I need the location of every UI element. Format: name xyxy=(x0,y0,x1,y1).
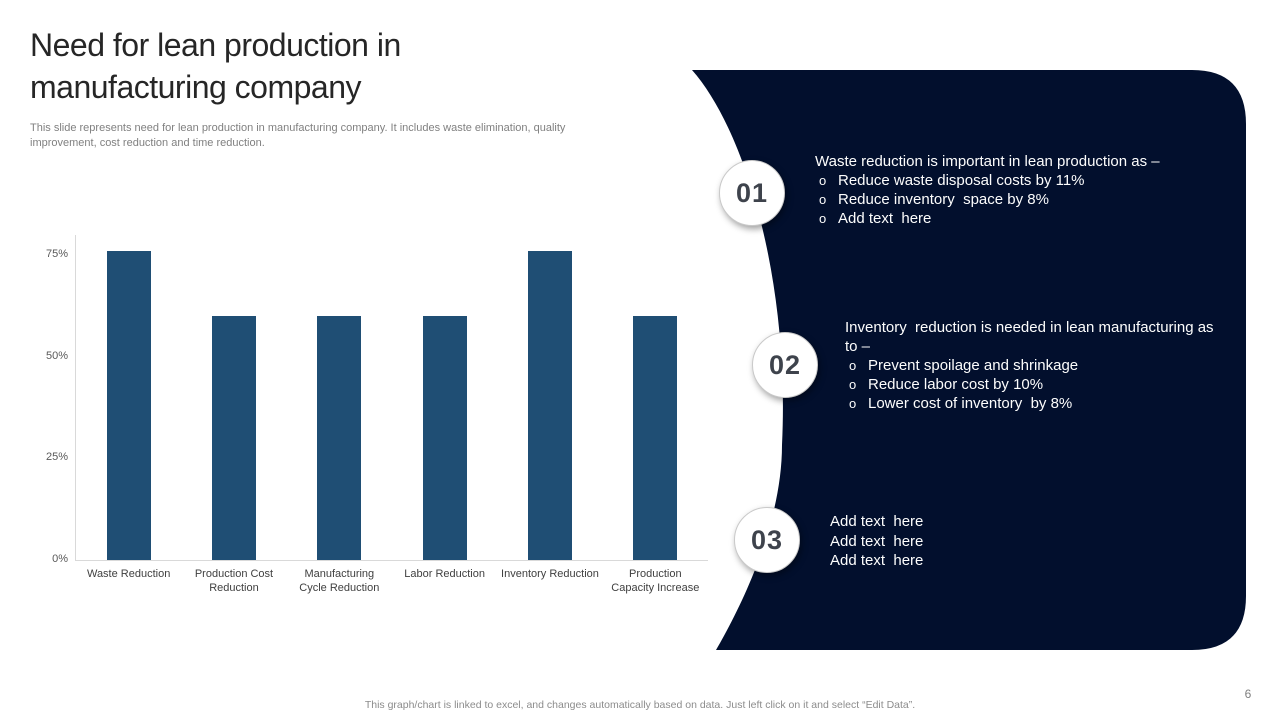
point-02-text: Inventory reduction is needed in lean ma… xyxy=(845,318,1223,413)
point-02-bullets: o Prevent spoilage and shrinkage o Reduce l… xyxy=(845,356,1223,413)
bullet-circle-marker: o xyxy=(819,192,827,207)
page-title: Need for lean production in manufacturin… xyxy=(30,27,401,105)
bullet-item: o Reduce inventory space by 8% xyxy=(815,190,1215,209)
point-03-bullets: Add text here Add text here Add text here xyxy=(830,512,1190,571)
chart-bars xyxy=(76,235,708,560)
point-03-number-badge: 03 xyxy=(734,507,800,573)
bullet-circle-marker: o xyxy=(819,211,827,226)
category-slot: Production Capacity Increase xyxy=(603,567,708,595)
category-label: Inventory Reduction xyxy=(501,568,599,580)
page-number: 6 xyxy=(1244,687,1252,701)
bullet-text: Reduce inventory space by 8% xyxy=(838,191,1049,208)
bullet-item: o Reduce labor cost by 10% xyxy=(845,375,1223,394)
category-slot: Production Cost Reduction xyxy=(181,567,286,595)
bullet-item: o Prevent spoilage and shrinkage xyxy=(845,356,1223,375)
bullet-text: Add text here xyxy=(830,513,924,530)
bullet-text: Add text here xyxy=(838,210,932,227)
bar-production-cost-reduction xyxy=(211,316,256,560)
bullet-item: o Reduce waste disposal costs by 11% xyxy=(815,171,1215,190)
bar-labor-reduction xyxy=(422,316,467,560)
slide-subtitle: This slide represents need for lean prod… xyxy=(30,122,566,149)
bullet-item: o Lower cost of inventory by 8% xyxy=(845,394,1223,413)
bullet-item: Add text here xyxy=(830,512,1190,532)
bar-slot xyxy=(181,235,286,560)
bullet-circle-marker: o xyxy=(849,396,857,411)
category-label: Production Capacity Increase xyxy=(611,568,700,594)
y-tick-25%: 25% xyxy=(45,451,68,464)
bullet-text: Prevent spoilage and shrinkage xyxy=(868,357,1079,374)
point-01-heading: Waste reduction is important in lean pro… xyxy=(815,153,1160,170)
x-axis-category-labels: Waste Reduction Production Cost Reduction… xyxy=(76,567,708,595)
y-tick-50%: 50% xyxy=(45,349,68,362)
bullet-item: o Add text here xyxy=(815,209,1215,228)
bar-slot xyxy=(497,235,602,560)
bullet-item: Add text here xyxy=(830,551,1190,571)
bullet-text: Reduce waste disposal costs by 11% xyxy=(838,172,1085,189)
bar-slot xyxy=(603,235,708,560)
bar-inventory-reduction xyxy=(527,251,572,560)
bullet-circle-marker: o xyxy=(849,358,857,373)
footer-note: This graph/chart is linked to excel, and… xyxy=(364,699,916,711)
category-slot: Waste Reduction xyxy=(76,567,181,595)
panel-shape xyxy=(692,70,1246,650)
bullet-text: Reduce labor cost by 10% xyxy=(868,376,1044,393)
category-label: Manufacturing Cycle Reduction xyxy=(299,568,380,594)
bullet-text: Lower cost of inventory by 8% xyxy=(868,395,1073,412)
bullet-item: Add text here xyxy=(830,532,1190,552)
category-label: Production Cost Reduction xyxy=(194,568,274,594)
point-02-number: 02 xyxy=(768,349,802,380)
y-tick-0%: 0% xyxy=(52,553,68,565)
bullet-circle-marker: o xyxy=(819,173,827,188)
category-label: Labor Reduction xyxy=(404,568,485,580)
x-axis-line xyxy=(75,560,708,561)
bar-chart[interactable]: 0% 25% 50% 75% Waste Reduction Production Co… xyxy=(0,0,720,720)
bullet-text: Add text here xyxy=(830,532,924,550)
bar-slot xyxy=(287,235,392,560)
category-slot: Labor Reduction xyxy=(392,567,497,595)
bar-production-capacity-increase xyxy=(633,316,678,560)
point-03-number: 03 xyxy=(750,524,784,555)
point-03-text: Add text here Add text here Add text here xyxy=(830,512,1190,571)
y-axis-line xyxy=(75,235,76,560)
point-01-number: 01 xyxy=(735,177,769,208)
category-label: Waste Reduction xyxy=(86,568,171,580)
bullet-circle-marker: o xyxy=(849,377,857,392)
point-01-text: Waste reduction is important in lean pro… xyxy=(815,152,1215,228)
point-01-number-badge: 01 xyxy=(719,160,785,226)
point-02-number-badge: 02 xyxy=(752,332,818,398)
bar-slot xyxy=(392,235,497,560)
bar-slot xyxy=(76,235,181,560)
y-tick-75%: 75% xyxy=(45,248,68,261)
bar-waste-reduction xyxy=(106,251,151,560)
bullet-text: Add text here xyxy=(830,552,924,569)
point-01-bullets: o Reduce waste disposal costs by 11% o Redu… xyxy=(815,171,1215,228)
point-02-heading: Inventory reduction is needed in lean ma… xyxy=(845,319,1218,355)
category-slot: Manufacturing Cycle Reduction xyxy=(287,567,392,595)
bar-manufacturing-cycle-reduction xyxy=(317,316,362,560)
category-slot: Inventory Reduction xyxy=(497,567,602,595)
